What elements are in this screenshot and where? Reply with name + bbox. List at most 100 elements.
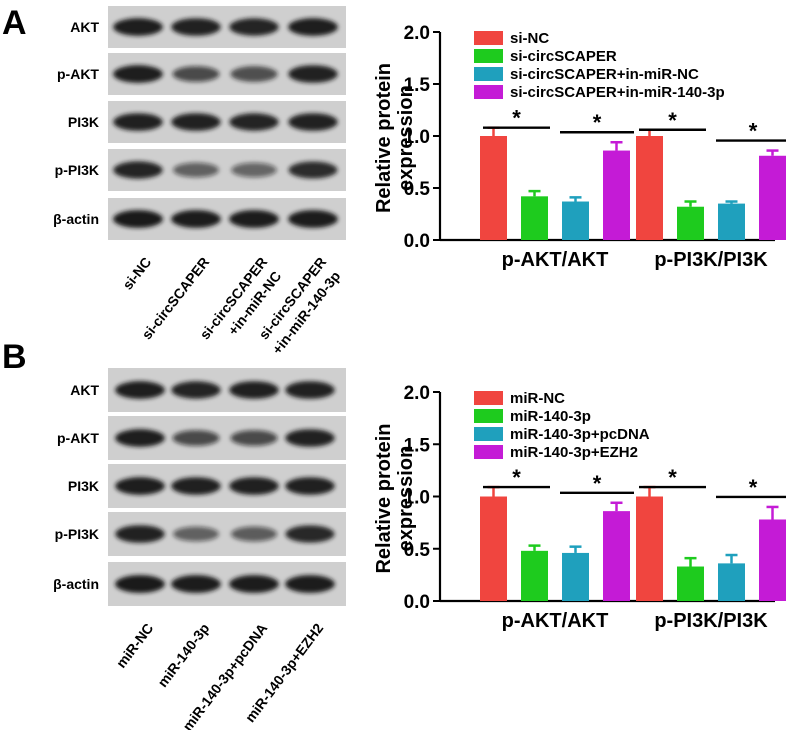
y-tick-label: 0.5 bbox=[404, 540, 431, 561]
bar bbox=[718, 203, 745, 240]
blot-band bbox=[171, 575, 221, 593]
western-blot: AKT p-AKT PI3K p-PI3K β-actin miR-NCmiR-140-3… bbox=[53, 368, 346, 730]
blot-row-label: PI3K bbox=[68, 114, 99, 130]
blot-row-label: β-actin bbox=[53, 576, 99, 592]
legend-swatch bbox=[474, 85, 503, 99]
significance-star: * bbox=[749, 475, 758, 500]
blot-band bbox=[113, 210, 163, 228]
y-tick-label: 1.0 bbox=[404, 488, 430, 509]
legend-swatch bbox=[474, 49, 503, 63]
x-category-label: p-AKT/AKT bbox=[502, 610, 609, 632]
legend-swatch bbox=[474, 409, 503, 423]
y-axis-label: Relative proteinexpression bbox=[373, 63, 417, 213]
y-axis-label-line: Relative protein bbox=[373, 423, 395, 573]
y-tick-label: 1.5 bbox=[404, 75, 431, 96]
blot-row-label: p-PI3K bbox=[55, 162, 99, 178]
blot-band bbox=[288, 210, 338, 228]
y-tick-label: 2.0 bbox=[404, 23, 430, 44]
bar bbox=[521, 196, 548, 240]
legend-swatch bbox=[474, 427, 503, 441]
blot-lane-label: miR-140-3p bbox=[154, 620, 212, 690]
blot-band bbox=[115, 477, 165, 495]
legend-swatch bbox=[474, 31, 503, 45]
blot-row-label: p-PI3K bbox=[55, 526, 99, 542]
legend-label: miR-140-3p bbox=[510, 408, 591, 425]
y-axis-label: Relative proteinexpression bbox=[373, 423, 417, 573]
blot-band bbox=[115, 381, 165, 399]
bar bbox=[480, 136, 507, 240]
blot-band bbox=[113, 65, 163, 83]
blot-band bbox=[285, 525, 335, 543]
bar bbox=[562, 201, 589, 240]
bar bbox=[636, 496, 663, 601]
legend: miR-NCmiR-140-3pmiR-140-3p+pcDNAmiR-140-… bbox=[474, 390, 650, 461]
blot-row-label: AKT bbox=[70, 19, 99, 35]
blot-band bbox=[230, 526, 278, 542]
legend-swatch bbox=[474, 445, 503, 459]
legend-label: miR-140-3p+EZH2 bbox=[510, 444, 638, 461]
panel-a: A AKTp-AKTPI3Kp-PI3Kβ-actinsi-NCsi-circSC… bbox=[2, 4, 786, 357]
blot-band bbox=[288, 161, 338, 179]
blot-row-label: AKT bbox=[70, 382, 99, 398]
blot-band bbox=[113, 161, 163, 179]
significance-star: * bbox=[668, 465, 677, 490]
significance-star: * bbox=[593, 471, 602, 496]
bar bbox=[677, 566, 704, 601]
bar bbox=[480, 496, 507, 601]
blot-band bbox=[288, 113, 338, 131]
y-axis-label-line: Relative protein bbox=[373, 63, 395, 213]
bar bbox=[636, 136, 663, 240]
blot-band bbox=[171, 113, 221, 131]
blot-band bbox=[113, 113, 163, 131]
blot-band bbox=[171, 381, 221, 399]
legend-label: si-circSCAPER+in-miR-140-3p bbox=[510, 84, 725, 101]
bar bbox=[759, 519, 786, 601]
x-category-label: p-AKT/AKT bbox=[502, 249, 609, 271]
blot-band bbox=[115, 575, 165, 593]
blot-band bbox=[173, 162, 219, 178]
blot-band bbox=[288, 65, 338, 83]
blot-lane-label: miR-NC bbox=[113, 620, 157, 671]
blot-band bbox=[171, 18, 221, 36]
blot-band bbox=[285, 575, 335, 593]
panel-letter: B bbox=[2, 338, 27, 376]
blot-band bbox=[229, 575, 279, 593]
blot-band bbox=[229, 18, 279, 36]
bar bbox=[521, 550, 548, 601]
blot-band bbox=[115, 525, 165, 543]
significance-star: * bbox=[593, 110, 602, 135]
blot-band bbox=[229, 210, 279, 228]
blot-band bbox=[113, 18, 163, 36]
blot-band bbox=[288, 18, 338, 36]
significance-star: * bbox=[512, 465, 521, 490]
blot-row-label: β-actin bbox=[53, 211, 99, 227]
y-tick-label: 0.0 bbox=[404, 231, 430, 252]
bar bbox=[562, 552, 589, 601]
bar bbox=[603, 511, 630, 601]
bar bbox=[603, 150, 630, 240]
bar bbox=[677, 206, 704, 240]
y-axis-label-line: expression bbox=[395, 446, 417, 552]
panel-letter: A bbox=[2, 4, 27, 42]
y-tick-label: 0.5 bbox=[404, 179, 431, 200]
blot-band bbox=[115, 429, 165, 447]
blot-band bbox=[229, 381, 279, 399]
y-tick-label: 1.5 bbox=[404, 435, 431, 456]
blot-row-label: p-AKT bbox=[57, 430, 99, 446]
legend: si-NCsi-circSCAPERsi-circSCAPER+in-miR-N… bbox=[474, 30, 725, 101]
legend-label: miR-NC bbox=[510, 390, 565, 407]
western-blot: AKTp-AKTPI3Kp-PI3Kβ-actinsi-NCsi-circSCA… bbox=[53, 6, 346, 357]
legend-swatch bbox=[474, 67, 503, 81]
y-axis-label-line: expression bbox=[395, 85, 417, 191]
blot-band bbox=[171, 210, 221, 228]
blot-band bbox=[172, 430, 220, 446]
significance-star: * bbox=[749, 119, 758, 144]
legend-label: miR-140-3p+pcDNA bbox=[510, 426, 650, 443]
y-tick-label: 2.0 bbox=[404, 383, 430, 404]
blot-band bbox=[285, 429, 335, 447]
blot-band bbox=[231, 162, 277, 178]
blot-row-label: PI3K bbox=[68, 478, 99, 494]
blot-band bbox=[230, 66, 278, 82]
bar-chart: 0.0 0.5 1.0 1.5 2.0 Relative proteinexpressio… bbox=[373, 383, 786, 632]
